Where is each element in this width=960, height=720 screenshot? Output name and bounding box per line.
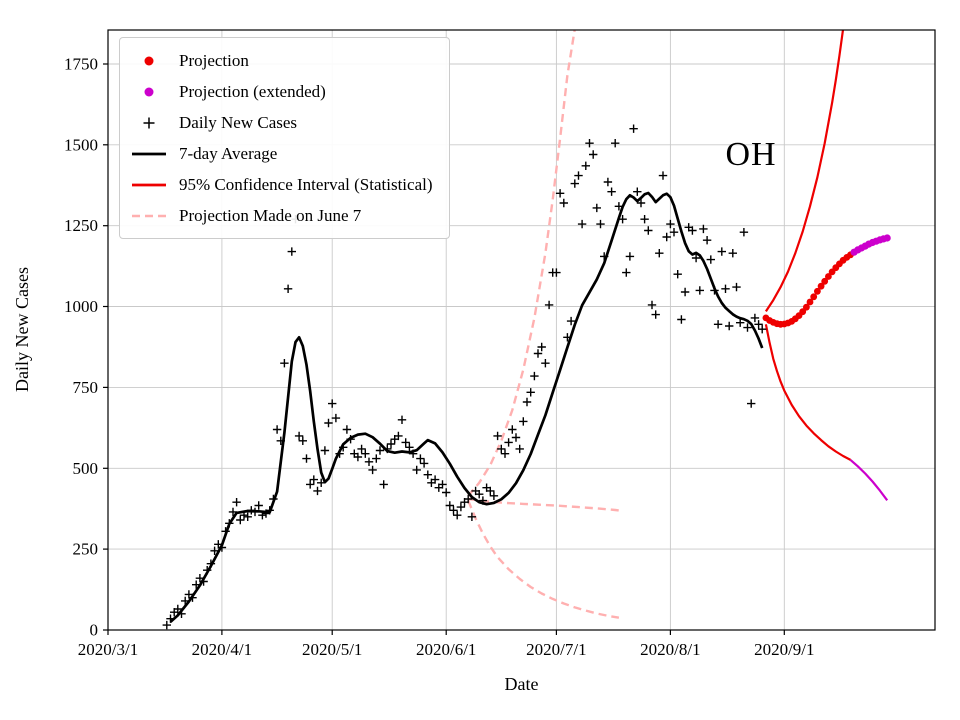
x-tick-label: 2020/6/1 bbox=[416, 640, 476, 659]
line-glyph bbox=[132, 152, 166, 155]
projection-extended-dot-icon bbox=[130, 84, 168, 100]
seven-day-average-line bbox=[169, 191, 764, 623]
black-line-icon bbox=[130, 146, 168, 162]
legend-item-projection: Projection bbox=[130, 45, 433, 76]
y-tick-label: 0 bbox=[90, 621, 99, 640]
projection-dots bbox=[762, 251, 854, 328]
legend-label-daily-new-cases: Daily New Cases bbox=[179, 112, 298, 132]
legend-label-projection-extended: Projection (extended) bbox=[179, 81, 326, 101]
x-tick-label: 2020/4/1 bbox=[192, 640, 252, 659]
ci-lower-extended-line bbox=[849, 459, 889, 501]
x-tick-label: 2020/9/1 bbox=[754, 640, 814, 659]
x-tick-label: 2020/3/1 bbox=[78, 640, 138, 659]
y-tick-label: 1250 bbox=[64, 216, 98, 235]
y-tick-label: 1500 bbox=[64, 135, 98, 154]
x-tick-label: 2020/7/1 bbox=[526, 640, 586, 659]
june7-projection-central-dashed-line bbox=[468, 497, 623, 513]
y-tick-label: 500 bbox=[73, 459, 99, 478]
legend-item-seven-day-average: 7-day Average bbox=[130, 138, 433, 169]
state-annotation: OH bbox=[725, 136, 777, 173]
line-glyph bbox=[132, 183, 166, 186]
y-tick-label: 1750 bbox=[64, 55, 98, 74]
legend-label-confidence-interval: 95% Confidence Interval (Statistical) bbox=[179, 174, 433, 194]
x-tick-label: 2020/8/1 bbox=[640, 640, 700, 659]
series-layer bbox=[162, 30, 891, 630]
pink-dashed-line-icon bbox=[130, 208, 168, 224]
x-axis-title: Date bbox=[504, 674, 539, 694]
plus-glyph bbox=[143, 117, 155, 128]
legend-item-confidence-interval: 95% Confidence Interval (Statistical) bbox=[130, 169, 433, 200]
legend: Projection Projection (extended) Daily N… bbox=[119, 37, 450, 239]
legend-label-seven-day-average: 7-day Average bbox=[179, 143, 278, 163]
y-tick-label: 250 bbox=[73, 540, 99, 559]
legend-item-daily-new-cases: Daily New Cases bbox=[130, 107, 433, 138]
legend-item-june7-projection: Projection Made on June 7 bbox=[130, 200, 433, 231]
plus-marker-icon bbox=[130, 115, 168, 131]
dot-glyph bbox=[144, 56, 154, 65]
legend-label-june7-projection: Projection Made on June 7 bbox=[179, 205, 362, 225]
grid bbox=[107, 30, 935, 631]
y-tick-label: 750 bbox=[73, 378, 99, 397]
y-axis-title: Daily New Cases bbox=[12, 267, 32, 393]
dot-glyph bbox=[144, 87, 154, 96]
red-line-icon bbox=[130, 177, 168, 193]
june7-projection-lower-dashed-line bbox=[467, 500, 620, 619]
ci-lower-line bbox=[764, 324, 852, 461]
x-tick-label: 2020/5/1 bbox=[302, 640, 362, 659]
y-tick-label: 1000 bbox=[64, 297, 98, 316]
projection-extended-dots bbox=[850, 234, 891, 256]
june7-projection-upper-dashed-line bbox=[467, 30, 576, 497]
dashed-line-glyph bbox=[132, 214, 166, 217]
legend-item-projection-extended: Projection (extended) bbox=[130, 76, 433, 107]
projection-dot-icon bbox=[130, 53, 168, 69]
legend-label-projection: Projection bbox=[179, 50, 249, 70]
axes: 2020/3/1 2020/4/1 2020/5/1 2020/6/1 2020/7/1… bbox=[64, 29, 936, 659]
plot-border bbox=[107, 29, 936, 631]
daily-new-cases-scatter bbox=[162, 124, 767, 630]
ci-upper-line bbox=[764, 30, 845, 313]
